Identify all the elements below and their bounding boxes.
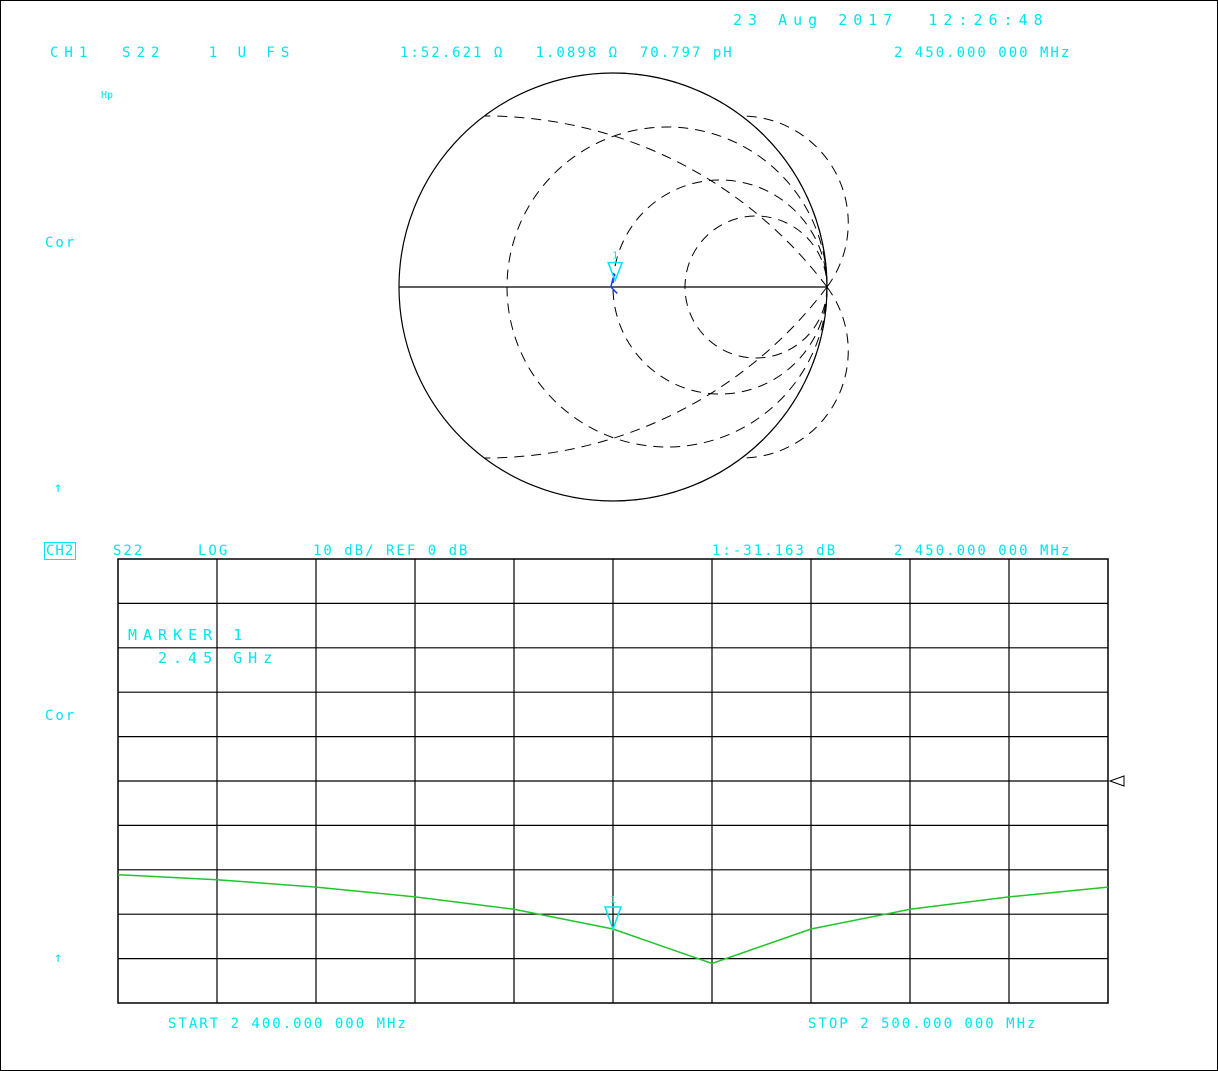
ch2-param: S22 xyxy=(113,543,145,559)
smith-reactance-arc xyxy=(484,115,828,288)
marker-info-line1: MARKER 1 xyxy=(128,626,249,644)
ch2-frequency: 2 450.000 000 MHz xyxy=(894,543,1072,559)
log-trace xyxy=(117,873,1109,965)
smith-marker-triangle xyxy=(607,261,624,283)
smith-marker-label: 1 xyxy=(612,251,618,262)
smith-trace xyxy=(610,273,618,294)
smith-chart: 1 xyxy=(398,72,849,502)
ch1-cor-label: Cor xyxy=(45,235,77,251)
ch1-frequency: 2 450.000 000 MHz xyxy=(894,45,1072,61)
log-marker: 1 xyxy=(603,895,623,932)
smith-reactance-arc xyxy=(612,286,828,502)
start-frequency: START 2 400.000 000 MHz xyxy=(168,1016,408,1032)
ch2-cor-label: Cor xyxy=(45,708,77,724)
ch1-marker-readout: 1:52.621 Ω 1.0898 Ω 70.797 pH xyxy=(400,45,734,61)
smith-reactance-arc xyxy=(739,286,849,459)
log-marker-label: 1 xyxy=(610,895,616,906)
stop-frequency: STOP 2 500.000 000 MHz xyxy=(808,1016,1038,1032)
smith-reactance-arc xyxy=(612,72,828,288)
ch2-format: LOG xyxy=(198,543,230,559)
ch2-scale: 10 dB/ REF 0 dB xyxy=(313,543,470,559)
smith-marker: 1 xyxy=(607,251,624,283)
ch2-marker-readout: 1:-31.163 dB xyxy=(712,543,838,559)
log-marker-triangle xyxy=(603,906,623,932)
reference-level-icon[interactable] xyxy=(1108,775,1125,787)
ch2-arrow-icon: ↑ xyxy=(54,950,65,966)
ch1-arrow-icon: ↑ xyxy=(54,480,65,496)
ch1-header: CH1 S22 1 U FS xyxy=(50,45,296,61)
hp-annotation: Hp xyxy=(101,90,114,101)
ch2-channel-label[interactable]: CH2 xyxy=(44,542,77,560)
smith-reactance-arc xyxy=(484,286,828,459)
marker-info-line2: 2.45 GHz xyxy=(158,649,279,667)
smith-reactance-arc xyxy=(739,115,849,288)
log-grid xyxy=(117,558,1109,1004)
timestamp: 23 Aug 2017 12:26:48 xyxy=(733,11,1049,29)
